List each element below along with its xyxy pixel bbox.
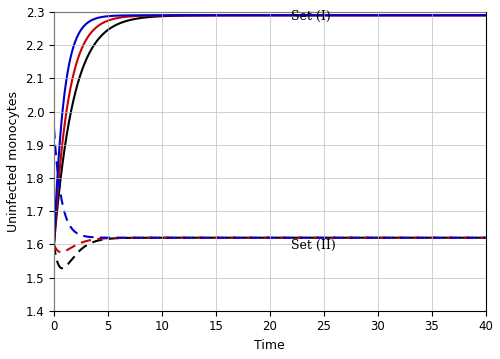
Text: Set (II): Set (II) — [292, 239, 336, 252]
Text: Set (I): Set (I) — [292, 10, 331, 23]
X-axis label: Time: Time — [254, 339, 285, 352]
Y-axis label: Uninfected monocytes: Uninfected monocytes — [7, 91, 20, 232]
